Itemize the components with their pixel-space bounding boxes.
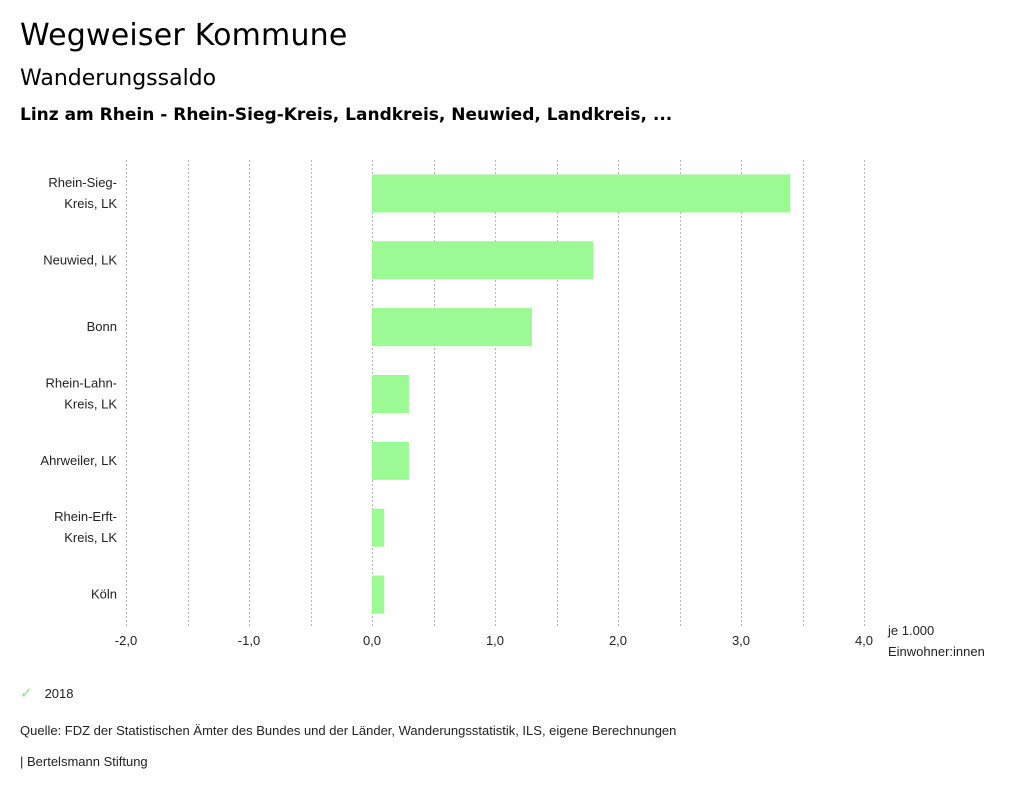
category-label: Rhein-Sieg- — [48, 175, 117, 190]
bar[interactable] — [372, 174, 791, 213]
category-label: Kreis, LK — [64, 530, 117, 545]
x-tick-label: 1,0 — [486, 633, 504, 648]
brand-note: | Bertelsmann Stiftung — [20, 754, 148, 769]
x-tick-label: 0,0 — [363, 633, 381, 648]
page-title: Wegweiser Kommune — [20, 18, 348, 53]
x-tick-labels: -2,0 -1,0 0,0 1,0 2,0 3,0 4,0 — [115, 633, 873, 648]
x-tick-label: 4,0 — [855, 633, 873, 648]
bar[interactable] — [372, 575, 385, 614]
bar[interactable] — [372, 308, 532, 347]
location-label: Linz am Rhein - Rhein-Sieg-Kreis, Landkr… — [20, 105, 673, 125]
x-tick-label: 2,0 — [609, 633, 627, 648]
category-label: Ahrweiler, LK — [40, 453, 117, 468]
check-icon[interactable]: ✓ — [20, 685, 33, 702]
category-label: Köln — [91, 587, 117, 602]
source-note: Quelle: FDZ der Statistischen Ämter des … — [20, 723, 677, 738]
bars — [372, 174, 791, 614]
bar[interactable] — [372, 375, 409, 413]
legend-label-2018: 2018 — [44, 685, 74, 701]
category-labels: Rhein-Sieg- Kreis, LK Neuwied, LK Bonn Rhein… — [40, 175, 117, 602]
bar[interactable] — [372, 241, 594, 280]
category-label: Kreis, LK — [64, 196, 117, 211]
category-label: Rhein-Lahn- — [45, 376, 117, 391]
bar-chart: Rhein-Sieg- Kreis, LK Neuwied, LK Bonn Rhein… — [40, 160, 985, 659]
x-tick-label: -2,0 — [115, 633, 137, 648]
x-axis-label: Einwohner:innen — [888, 644, 985, 659]
bar[interactable] — [372, 508, 385, 547]
x-tick-label: 3,0 — [732, 633, 750, 648]
x-tick-label: -1,0 — [238, 633, 260, 648]
chart-subtitle: Wanderungssaldo — [20, 66, 217, 91]
legend[interactable]: ✓ 2018 — [20, 684, 74, 702]
grid-lines — [126, 160, 865, 628]
x-axis-label: je 1.000 — [887, 623, 934, 638]
category-label: Rhein-Erft- — [54, 509, 117, 524]
bar[interactable] — [372, 441, 409, 480]
category-label: Kreis, LK — [64, 397, 117, 412]
category-label: Bonn — [87, 319, 117, 334]
category-label: Neuwied, LK — [43, 252, 117, 267]
x-axis-unit: je 1.000 Einwohner:innen — [887, 623, 985, 659]
